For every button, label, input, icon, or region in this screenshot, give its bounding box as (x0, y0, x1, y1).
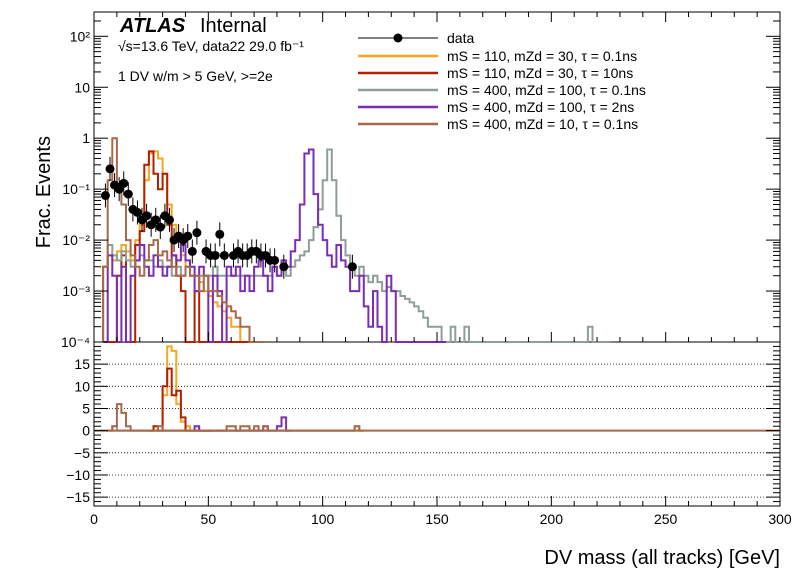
data-point-marker (219, 250, 229, 260)
data-point (164, 207, 174, 232)
x-tick-label: 100 (311, 511, 335, 527)
x-tick-label: 50 (201, 511, 217, 527)
data-point-marker (215, 229, 225, 239)
upper-series-3 (102, 148, 611, 343)
axes: 0 50 100 150 200 250 30010⁻⁴10⁻³10⁻²10⁻¹11010²… (61, 11, 792, 527)
data-point (123, 182, 133, 207)
data-point (132, 200, 142, 225)
data-point (219, 243, 229, 268)
y-tick-label: 10⁻¹ (62, 181, 90, 197)
y-tick-label: 10⁻² (62, 232, 90, 248)
ratio-y-tick-label: 5 (82, 400, 90, 416)
data-point-marker (132, 207, 142, 217)
x-tick-label: 0 (90, 511, 98, 527)
legend-label-s3: mS = 400, mZd = 100, τ = 0.1ns (447, 82, 646, 98)
energy-lumi-label: √s=13.6 TeV, data22 29.0 fb⁻¹ (118, 38, 304, 54)
ratio-y-tick-label: 10 (74, 378, 90, 394)
upper-plot-frame (93, 11, 781, 343)
x-tick-label: 300 (768, 511, 792, 527)
legend-entry-s3: mS = 400, mZd = 100, τ = 0.1ns (358, 82, 646, 98)
upper-series-5 (102, 137, 264, 343)
legend-label-s1: mS = 110, mZd = 30, τ = 0.1ns (447, 48, 637, 64)
data-point (270, 248, 280, 273)
y-tick-label: 1 (82, 130, 90, 146)
y-axis-title: Frac. Events (33, 136, 55, 248)
data-point-marker (105, 164, 115, 174)
data-point (105, 156, 115, 181)
data-point-marker (279, 262, 289, 272)
data-point-marker (123, 189, 133, 199)
ratio-y-tick-label: 0 (82, 423, 90, 439)
legend-entry-s1: mS = 110, mZd = 30, τ = 0.1ns (358, 48, 637, 64)
data-point (210, 243, 220, 268)
data-point (187, 239, 197, 264)
data-point-marker (100, 191, 110, 201)
ratio-y-tick-label: 15 (74, 356, 90, 372)
data-point (142, 203, 152, 228)
data-point-marker (142, 211, 152, 221)
data-point (119, 171, 129, 196)
legend-label-s4: mS = 400, mZd = 100, τ = 2ns (447, 99, 634, 115)
y-tick-label: 10⁻⁴ (61, 334, 90, 350)
data-point (100, 183, 110, 208)
internal-label: Internal (200, 15, 267, 37)
y-tick-label: 10 (74, 79, 90, 95)
atlas-label: ATLAS (119, 15, 186, 37)
selection-label: 1 DV w/m > 5 GeV, >=2e (118, 68, 273, 84)
lower-plot-frame (93, 341, 781, 507)
data-point-marker (155, 222, 165, 232)
data-points (100, 156, 357, 279)
data-point (155, 215, 165, 240)
x-tick-label: 200 (540, 511, 564, 527)
ratio-histograms (94, 345, 780, 432)
legend-label-s2: mS = 110, mZd = 30, τ = 10ns (447, 65, 633, 81)
x-axis-title: DV mass (all tracks) [GeV] (544, 547, 780, 569)
legend-entry-s2: mS = 110, mZd = 30, τ = 10ns (358, 65, 633, 81)
y-tick-label: 10² (70, 28, 91, 44)
data-point (215, 222, 225, 247)
data-point (347, 254, 357, 279)
ratio-series-3 (193, 416, 291, 432)
data-point-marker (210, 250, 220, 260)
legend-label-data: data (447, 30, 474, 46)
legend-marker-data (393, 33, 403, 43)
data-point-marker (187, 246, 197, 256)
legend-label-s5: mS = 400, mZd = 10, τ = 0.1ns (447, 116, 638, 132)
legend-entry-s5: mS = 400, mZd = 10, τ = 0.1ns (358, 116, 638, 132)
data-point-marker (164, 215, 174, 225)
x-tick-label: 250 (654, 511, 678, 527)
data-point-marker (192, 228, 202, 238)
y-tick-label: 10⁻³ (62, 283, 90, 299)
data-point-marker (151, 215, 161, 225)
ratio-y-tick-label: −15 (66, 489, 90, 505)
data-point (151, 207, 161, 232)
legend: data mS = 110, mZd = 30, τ = 0.1ns mS = … (358, 30, 646, 132)
data-point (183, 224, 193, 249)
ratio-series-4 (107, 403, 364, 432)
data-point-marker (270, 255, 280, 265)
ratio-y-tick-label: −5 (74, 445, 90, 461)
legend-entry-s4: mS = 400, mZd = 100, τ = 2ns (358, 99, 634, 115)
data-point-marker (347, 262, 357, 272)
upper-series-4 (103, 148, 447, 343)
upper-histograms (102, 137, 611, 343)
legend-entry-data: data (358, 30, 474, 46)
data-point (279, 254, 289, 279)
data-point-marker (119, 178, 129, 188)
ratio-y-tick-label: −10 (66, 467, 90, 483)
data-point (192, 220, 202, 245)
x-tick-label: 150 (425, 511, 449, 527)
data-point-marker (183, 231, 193, 241)
